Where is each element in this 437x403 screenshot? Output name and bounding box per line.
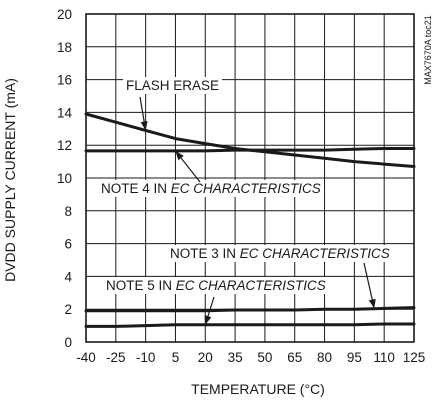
annotation-2: NOTE 4 IN EC CHARACTERISTICS [98,150,324,197]
x-tick-label: -10 [136,350,156,365]
y-tick-label: 6 [64,237,72,252]
annotation-backdrop [167,245,393,262]
series-line-1 [84,112,416,168]
x-tick-label: -40 [76,350,96,365]
series-line-4 [84,322,416,328]
annotation-label: FLASH ERASE [126,78,219,93]
y-tick-label: 8 [64,204,72,219]
annotation-4: NOTE 5 IN EC CHARACTERISTICS [103,277,329,325]
annotation-3: NOTE 3 IN EC CHARACTERISTICS [167,245,393,309]
annotation-italic-text: EC CHARACTERISTICS [171,181,321,196]
annotation-label: NOTE 4 IN EC CHARACTERISTICS [101,181,321,196]
x-tick-label: 5 [172,350,180,365]
annotation-italic-text: EC CHARACTERISTICS [176,278,326,293]
y-tick-labels: 0 2 4 6 8 10 12 14 16 18 20 [57,7,73,350]
annotation-text: FLASH ERASE [126,78,219,93]
x-axis-label: TEMPERATURE (°C) [191,381,325,397]
x-tick-label: 80 [317,350,332,365]
x-tick-label: 125 [403,350,426,365]
annotation-text: NOTE 5 IN [106,278,176,293]
annotation-arrowhead [140,120,148,131]
annotation-backdrop [123,77,223,94]
y-tick-label: 14 [57,105,73,120]
annotation-1: FLASH ERASE [123,77,223,131]
annotation-text: NOTE 4 IN [101,181,171,196]
x-tick-label: 95 [347,350,362,365]
annotation-backdrop [103,277,329,294]
series-line-3 [84,306,416,313]
y-tick-label: 12 [57,138,72,153]
x-tick-label: 35 [228,350,243,365]
x-tick-label: 65 [287,350,302,365]
y-axis-label: DVDD SUPPLY CURRENT (mA) [2,78,18,282]
x-tick-label: 50 [257,350,272,365]
series-line-2 [84,147,416,153]
series-lines [84,112,416,328]
annotation-label: NOTE 5 IN EC CHARACTERISTICS [106,278,326,293]
y-tick-label: 2 [64,302,72,317]
annotation-text: NOTE 3 IN [170,246,240,261]
y-tick-label: 16 [57,73,72,88]
annotation-label: NOTE 3 IN EC CHARACTERISTICS [170,246,390,261]
x-tick-label: 20 [198,350,213,365]
annotation-arrowhead [175,150,184,161]
plot-frame [85,13,415,343]
x-tick-labels: -40 -25 -10 5 20 35 50 65 80 95 110 125 [76,350,425,365]
annotation-backdrop [98,180,324,197]
y-tick-label: 18 [57,40,72,55]
x-tick-label: 110 [373,350,395,365]
y-tick-label: 0 [64,335,72,350]
x-tick-label: -25 [106,350,126,365]
annotation-arrowhead [204,315,212,325]
figure-id-label: MAX7670A toc21 [423,15,433,85]
y-tick-label: 4 [64,269,72,284]
y-tick-label: 10 [57,171,72,186]
annotation-italic-text: EC CHARACTERISTICS [240,246,390,261]
y-tick-label: 20 [57,7,72,22]
annotation-arrowhead [368,298,376,309]
